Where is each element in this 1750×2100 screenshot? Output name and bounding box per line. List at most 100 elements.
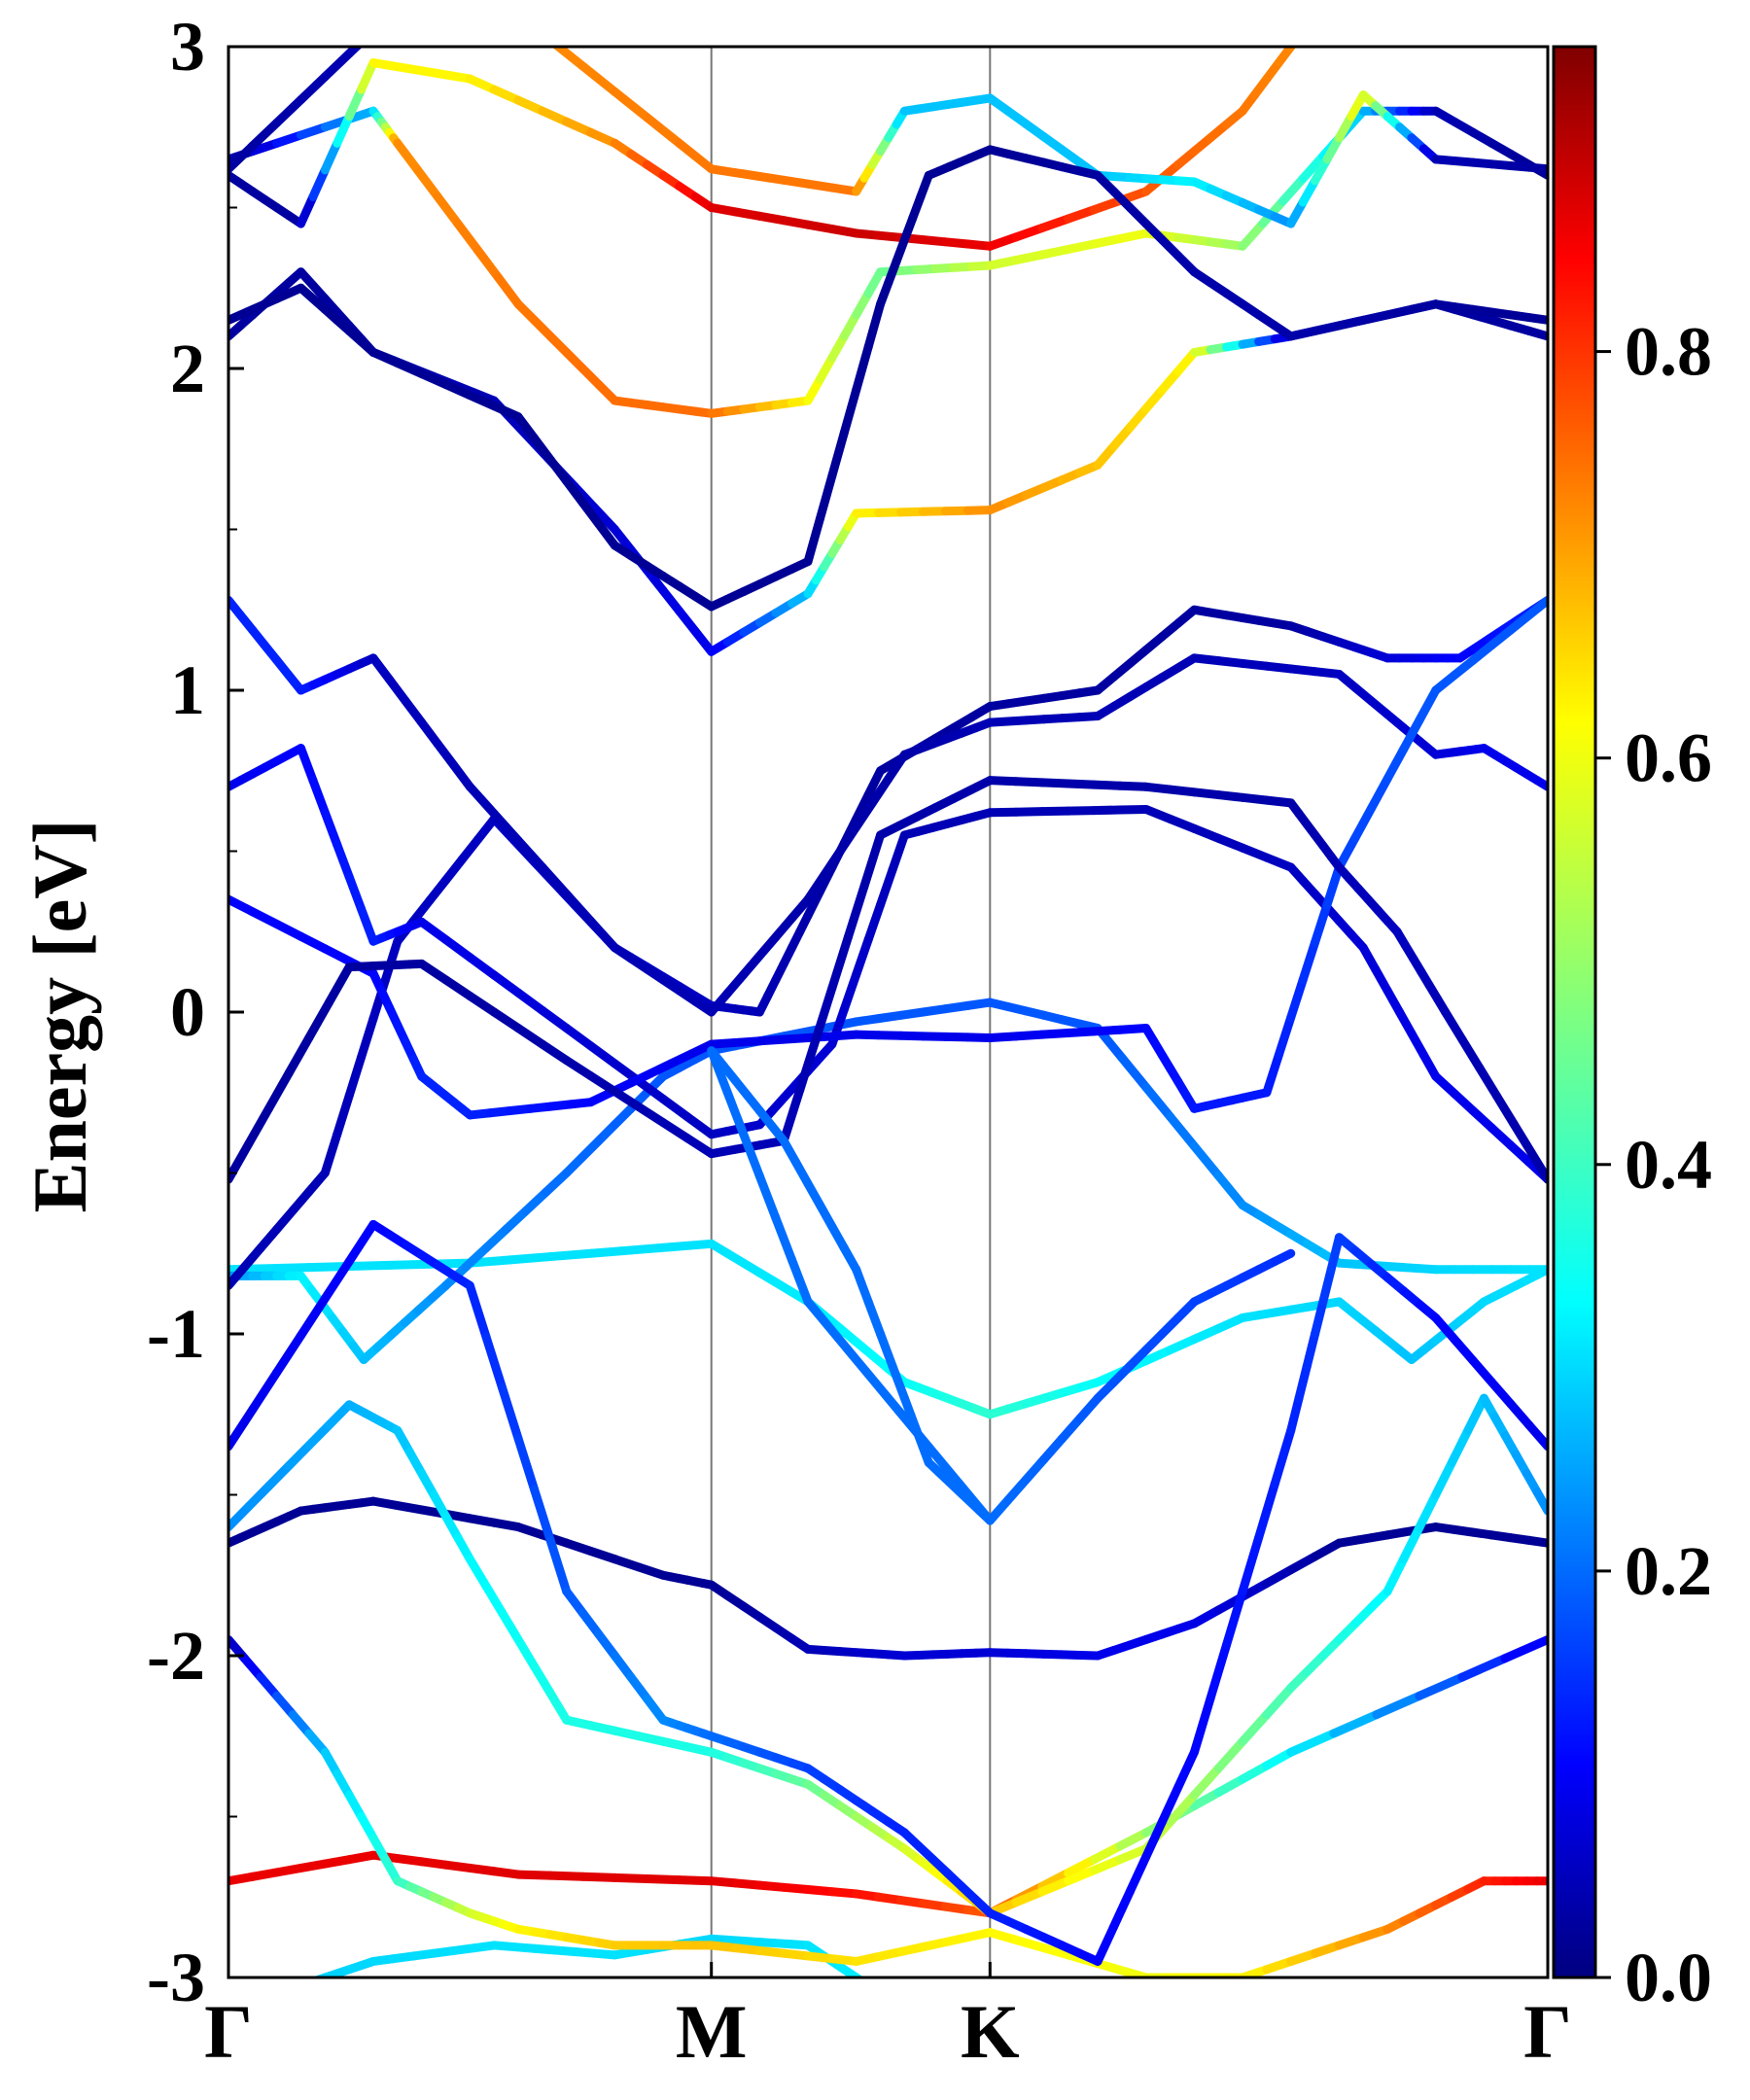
band-segment [398,25,422,28]
band-segment [542,1169,572,1197]
band-segment [1166,1112,1199,1151]
band-segment [1399,1522,1424,1564]
colorbar-tick-label: 0.6 [1625,719,1712,797]
band-segment [872,1988,889,1999]
band-segment [1311,900,1332,947]
band-segment [304,1420,333,1451]
band-segment [1506,1399,1534,1430]
band-segment [481,1332,507,1392]
band-segment [1532,776,1548,791]
band-segment [308,165,330,201]
band-segment [876,1329,897,1371]
band-segment [320,49,354,82]
x-tick-label: M [676,1989,748,2074]
band-segment [513,412,540,443]
band-segment [852,798,877,832]
band-segment [985,256,1021,270]
band-segment [1382,745,1409,784]
band-segment [1475,1063,1501,1101]
band-segment [852,342,873,395]
band-segment [1115,1828,1151,1851]
band-segment [739,1130,764,1181]
band-segment [1415,685,1441,724]
band-segment [682,1134,717,1159]
band-segment [465,1280,491,1342]
band-segment [401,696,427,727]
band-segment [707,1046,732,1098]
band-segment [803,870,829,904]
band-segment [497,1382,523,1444]
band-segment [1278,174,1308,206]
band-segment [590,503,619,534]
band-segment [1238,1533,1264,1596]
band-segment [304,998,333,1042]
band-segment [955,1479,995,1525]
band-segment [489,1007,523,1033]
band-segment [1039,1434,1067,1464]
band-segment [1487,1378,1516,1409]
band-segment [803,513,824,567]
band-segment [562,1056,596,1081]
y-axis-label: Energy [eV] [18,819,102,1212]
band-segment [803,1297,843,1343]
band-segment [481,1581,507,1618]
band-segment [422,22,446,25]
band-segment [1089,233,1125,249]
band-segment [722,1088,749,1139]
band-15 [228,267,1548,656]
band-segment [833,1333,873,1380]
band-segment [272,95,306,127]
band-segment [1326,1233,1344,1275]
y-tick-label: 2 [170,330,205,407]
band-segment [1213,1736,1247,1773]
band-segment [1286,1552,1320,1575]
band-segment [1524,313,1548,325]
band-segment [545,455,572,486]
band-segment [586,1041,619,1068]
band-segment [815,471,837,523]
band-segment [1431,1457,1456,1499]
band-segment [1298,937,1320,985]
x-tick-label: Γ [204,1989,253,2074]
band-segment [1270,1248,1296,1267]
band-segment [284,1441,314,1471]
band-segment [852,790,873,823]
band-segment [1089,195,1125,215]
band-segment [228,894,258,917]
band-segment [417,718,442,749]
band-segment [368,347,402,368]
band-17 [228,22,1548,228]
band-segment [1262,1747,1296,1770]
band-segment [1262,1683,1296,1720]
band-segment [493,272,523,309]
band-segment [863,900,886,945]
plot-frame [227,45,1550,1979]
band-12 [228,1219,1548,1966]
band-segment [1115,228,1151,243]
band-segment [244,1482,273,1512]
band-segment [1075,1393,1102,1423]
band-segment [1463,1393,1488,1435]
band-segment [320,1130,342,1177]
band-segment [1189,1323,1223,1345]
band-segment [324,1400,354,1430]
band-segment [594,1629,619,1661]
band-segment [1274,1013,1296,1060]
band-segment [1141,1082,1175,1122]
band-segment [787,1255,813,1307]
band-segment [473,246,503,282]
band-segment [465,953,499,980]
colorbar-tick-label: 0.8 [1625,313,1712,391]
band-segment [1213,1774,1247,1798]
band-segment [610,1087,644,1112]
band-segment [1500,1634,1548,1663]
band-segment [332,840,354,882]
band-10 [228,595,1548,1120]
band-18 [228,145,1548,612]
band-segment [1189,1141,1223,1180]
band-segment [481,1224,511,1253]
y-tick-label: 1 [170,651,205,729]
band-segment [465,391,499,411]
band-segment [1011,1935,1047,1952]
